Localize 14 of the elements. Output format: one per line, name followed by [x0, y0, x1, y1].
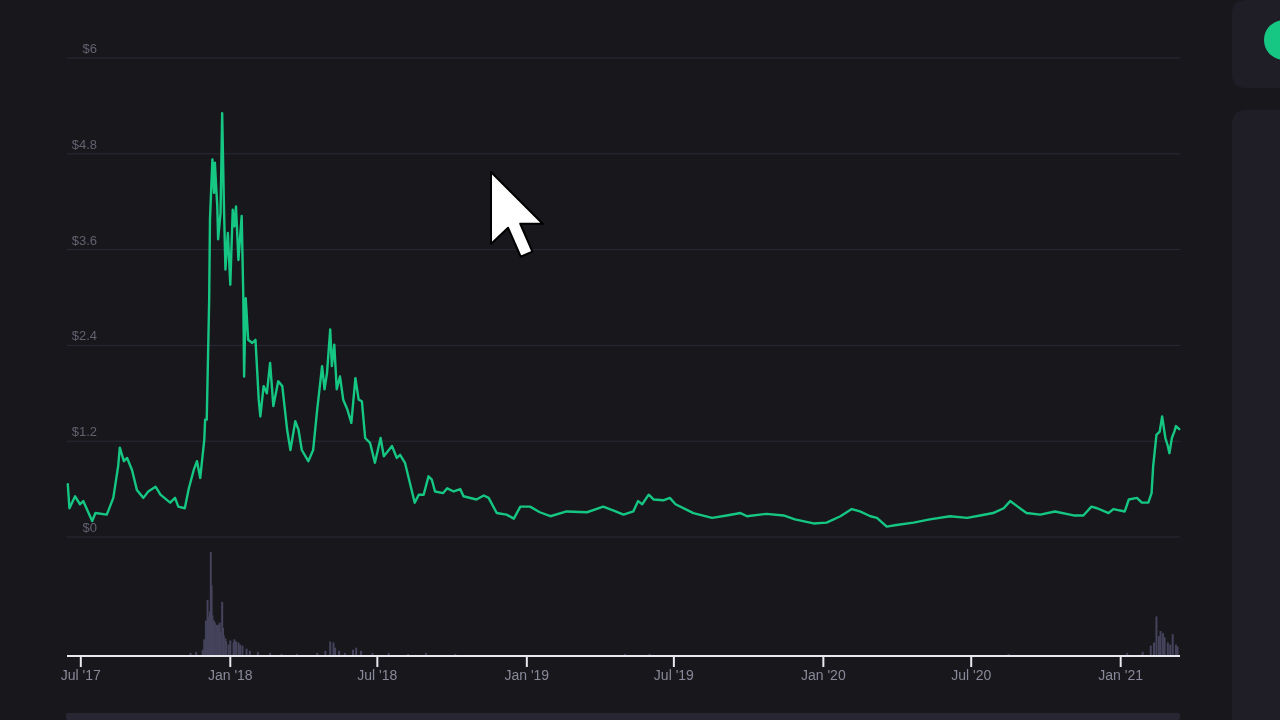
x-tick-label: Jan '20 [800, 667, 846, 683]
y-tick-label: $4.8 [71, 136, 97, 152]
y-tick-label: $2.4 [71, 328, 97, 344]
y-tick-label: $0 [82, 520, 97, 535]
x-tick-label: Jul '18 [357, 667, 398, 683]
x-tick-label: Jul '17 [60, 667, 102, 683]
x-tick-label: Jul '20 [951, 667, 992, 683]
x-tick-label: Jan '19 [504, 667, 550, 683]
y-tick-label: $6 [82, 41, 97, 56]
x-tick-label: Jul '19 [653, 667, 695, 683]
y-tick-label: $3.6 [71, 232, 97, 248]
x-tick-label: Jan '21 [1098, 667, 1144, 683]
y-tick-label: $1.2 [71, 424, 97, 440]
x-tick-label: Jan '18 [207, 667, 253, 683]
